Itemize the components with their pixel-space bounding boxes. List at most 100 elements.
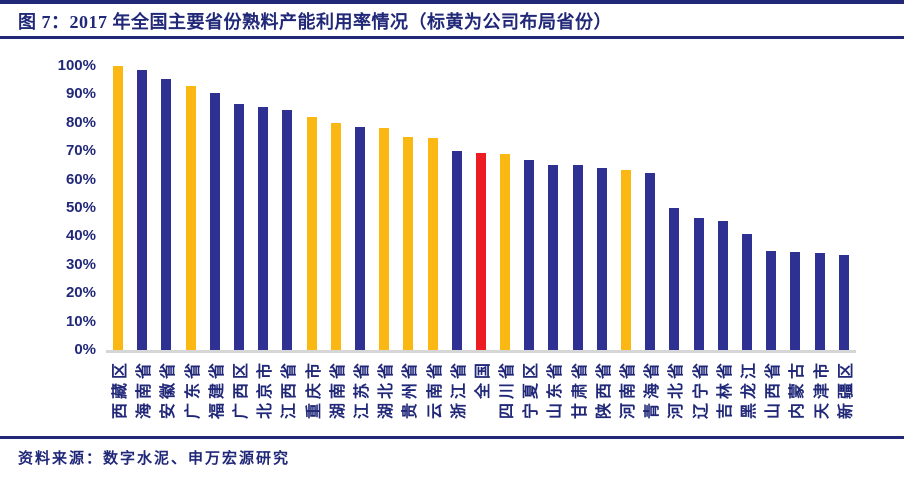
bar-slot xyxy=(420,66,444,350)
top-divider xyxy=(0,0,904,4)
bar-slot xyxy=(662,66,686,350)
x-tick-label: 天津市 xyxy=(813,359,831,420)
x-tick-label: 陕西省 xyxy=(595,359,613,420)
bar-贵州省 xyxy=(403,137,414,350)
x-tick-label: 江苏省 xyxy=(353,359,371,420)
x-tick-label: 全国 xyxy=(474,359,492,400)
x-label-slot: 福建省 xyxy=(203,357,227,435)
bar-陕西省 xyxy=(596,168,607,350)
bar-slot xyxy=(275,66,299,350)
bar-slot xyxy=(517,66,541,350)
x-label-slot: 宁夏区 xyxy=(517,357,541,435)
source-note: 资料来源：数字水泥、申万宏源研究 xyxy=(18,451,291,467)
x-tick-label: 河南省 xyxy=(620,359,638,420)
bar-江西省 xyxy=(282,110,293,350)
figure-title: 图 7：2017 年全国主要省份熟料产能利用率情况（标黄为公司布局省份） xyxy=(18,12,612,32)
x-tick-label: 湖南省 xyxy=(329,359,347,420)
x-label-slot: 山西省 xyxy=(759,357,783,435)
x-label-slot: 云南省 xyxy=(420,357,444,435)
bar-slot xyxy=(759,66,783,350)
x-tick-label: 安徽省 xyxy=(160,359,178,420)
bar-slot xyxy=(638,66,662,350)
x-label-slot: 陕西省 xyxy=(590,357,614,435)
x-label-slot: 内蒙古 xyxy=(783,357,807,435)
x-tick-label: 湖北省 xyxy=(378,359,396,420)
bar-福建省 xyxy=(209,92,220,350)
bar-slot xyxy=(590,66,614,350)
bar-slot xyxy=(130,66,154,350)
x-tick-label: 山东省 xyxy=(547,359,565,420)
x-tick-label: 浙江省 xyxy=(450,359,468,420)
x-label-slot: 海南省 xyxy=(130,357,154,435)
bar-slot xyxy=(832,66,856,350)
bar-slot xyxy=(735,66,759,350)
bar-湖北省 xyxy=(379,128,390,350)
y-tick-label: 30% xyxy=(65,255,96,273)
bar-云南省 xyxy=(427,138,438,350)
bar-slot xyxy=(614,66,638,350)
bar-全国 xyxy=(475,152,486,350)
bar-slot xyxy=(493,66,517,350)
bar-北京市 xyxy=(258,107,269,350)
bar-slot xyxy=(711,66,735,350)
x-label-slot: 贵州省 xyxy=(396,357,420,435)
x-label-slot: 河南省 xyxy=(614,357,638,435)
x-label-slot: 辽宁省 xyxy=(687,357,711,435)
x-label-slot: 广东省 xyxy=(179,357,203,435)
bar-新疆区 xyxy=(838,254,849,350)
y-tick-label: 100% xyxy=(57,57,96,74)
x-tick-label: 新疆区 xyxy=(837,359,855,420)
bar-青海省 xyxy=(645,172,656,350)
bar-slot xyxy=(154,66,178,350)
bar-黑龙江 xyxy=(741,233,752,350)
x-tick-label: 广西区 xyxy=(233,359,251,420)
x-label-slot: 江苏省 xyxy=(348,357,372,435)
y-axis: 100% 90% 80% 70% 60% 50% 40% 30% 20% 10% 0% xyxy=(0,57,96,358)
bar-slot xyxy=(541,66,565,350)
bar-slot xyxy=(179,66,203,350)
bar-内蒙古 xyxy=(790,252,801,350)
bar-slot xyxy=(372,66,396,350)
bar-slot xyxy=(348,66,372,350)
bar-广西区 xyxy=(234,104,245,350)
x-label-slot: 甘肃省 xyxy=(566,357,590,435)
x-tick-label: 吉林省 xyxy=(716,359,734,420)
title-divider xyxy=(0,36,904,39)
bar-slot xyxy=(566,66,590,350)
bar-slot xyxy=(807,66,831,350)
bar-宁夏区 xyxy=(524,159,535,350)
y-tick-label: 80% xyxy=(65,113,96,131)
x-label-slot: 广西区 xyxy=(227,357,251,435)
x-tick-label: 广东省 xyxy=(184,359,202,420)
bar-slot xyxy=(300,66,324,350)
bar-slot xyxy=(445,66,469,350)
x-tick-label: 黑龙江 xyxy=(740,359,758,420)
x-label-slot: 吉林省 xyxy=(711,357,735,435)
x-tick-label: 北京市 xyxy=(257,359,275,420)
plot-area xyxy=(106,66,856,353)
bar-slot xyxy=(783,66,807,350)
bar-浙江省 xyxy=(451,151,462,350)
x-label-slot: 河北省 xyxy=(662,357,686,435)
bar-海南省 xyxy=(137,70,148,350)
x-tick-label: 宁夏区 xyxy=(523,359,541,420)
x-label-slot: 湖南省 xyxy=(324,357,348,435)
x-tick-label: 河北省 xyxy=(668,359,686,420)
x-tick-label: 福建省 xyxy=(208,359,226,420)
x-label-slot: 新疆区 xyxy=(832,357,856,435)
x-tick-label: 四川省 xyxy=(499,359,517,420)
bar-江苏省 xyxy=(354,127,365,350)
x-tick-label: 重庆市 xyxy=(305,359,323,420)
x-label-slot: 青海省 xyxy=(638,357,662,435)
bar-天津市 xyxy=(814,253,825,350)
bar-slot xyxy=(396,66,420,350)
y-tick-label: 50% xyxy=(65,199,96,216)
x-tick-label: 辽宁省 xyxy=(692,359,710,420)
x-label-slot: 重庆市 xyxy=(300,357,324,435)
x-label-slot: 江西省 xyxy=(275,357,299,435)
bar-slot xyxy=(687,66,711,350)
bar-湖南省 xyxy=(330,122,341,350)
bar-山东省 xyxy=(548,165,559,350)
x-tick-label: 贵州省 xyxy=(402,359,420,420)
